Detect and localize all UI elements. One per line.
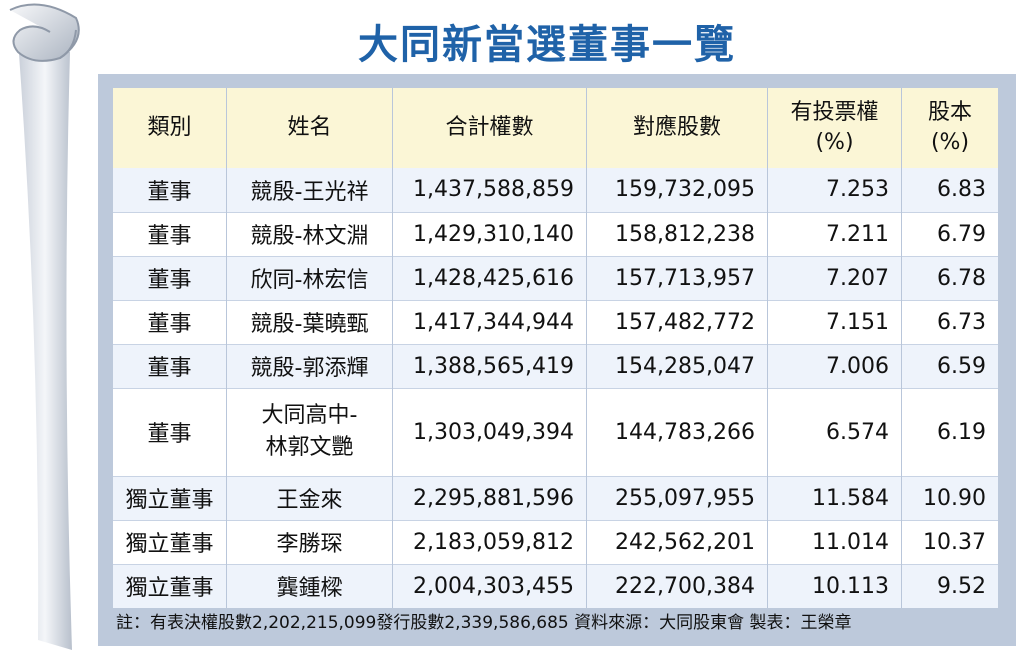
cell-name: 競殷-葉曉甄	[226, 299, 393, 344]
cell-capital-pct: 6.79	[901, 211, 998, 256]
table-row: 董事 競殷-葉曉甄 1,417,344,944 157,482,772 7.15…	[113, 299, 998, 344]
cell-voting-pct: 11.584	[767, 475, 902, 520]
col-header-category: 類別	[113, 88, 227, 168]
cell-name: 競殷-郭添輝	[226, 343, 393, 388]
cell-voting-pct: 7.207	[767, 255, 902, 300]
cell-total-votes: 1,417,344,944	[392, 299, 587, 344]
col-header-name: 姓名	[226, 88, 393, 168]
cell-voting-pct: 10.113	[767, 563, 902, 608]
cell-shares: 154,285,047	[586, 343, 768, 388]
cell-total-votes: 1,388,565,419	[392, 343, 587, 388]
col-header-voting-pct: 有投票權 (%)	[767, 88, 902, 168]
cell-voting-pct: 7.006	[767, 343, 902, 388]
col-header-total-votes: 合計權數	[392, 88, 587, 168]
table-row: 獨立董事 龔鍾樑 2,004,303,455 222,700,384 10.11…	[113, 563, 998, 608]
cell-shares: 144,783,266	[586, 387, 768, 476]
cell-capital-pct: 6.73	[901, 299, 998, 344]
cell-total-votes: 2,004,303,455	[392, 563, 587, 608]
table-row: 董事 競殷-林文淵 1,429,310,140 158,812,238 7.21…	[113, 211, 998, 256]
cell-total-votes: 2,183,059,812	[392, 519, 587, 564]
cell-name: 欣同-林宏信	[226, 255, 393, 300]
cell-name: 競殷-王光祥	[226, 168, 393, 212]
cell-shares: 158,812,238	[586, 211, 768, 256]
col-header-shares: 對應股數	[586, 88, 768, 168]
cell-voting-pct: 7.253	[767, 168, 902, 212]
page-title: 大同新當選董事一覽	[358, 22, 736, 68]
cell-shares: 157,482,772	[586, 299, 768, 344]
table-row: 董事 大同高中- 林郭文艷 1,303,049,394 144,783,266 …	[113, 387, 998, 476]
scroll-decoration	[0, 0, 90, 658]
cell-total-votes: 1,303,049,394	[392, 387, 587, 476]
cell-category: 董事	[113, 387, 227, 476]
cell-total-votes: 2,295,881,596	[392, 475, 587, 520]
cell-capital-pct: 6.59	[901, 343, 998, 388]
cell-capital-pct: 6.78	[901, 255, 998, 300]
cell-name: 競殷-林文淵	[226, 211, 393, 256]
col-header-capital-pct: 股本 (%)	[901, 88, 998, 168]
cell-total-votes: 1,429,310,140	[392, 211, 587, 256]
cell-voting-pct: 6.574	[767, 387, 902, 476]
table-row: 獨立董事 李勝琛 2,183,059,812 242,562,201 11.01…	[113, 519, 998, 564]
cell-category: 董事	[113, 343, 227, 388]
cell-total-votes: 1,437,588,859	[392, 168, 587, 212]
table-row: 董事 欣同-林宏信 1,428,425,616 157,713,957 7.20…	[113, 255, 998, 300]
cell-name: 王金來	[226, 475, 393, 520]
cell-capital-pct: 6.19	[901, 387, 998, 476]
cell-capital-pct: 10.37	[901, 519, 998, 564]
cell-category: 董事	[113, 255, 227, 300]
cell-name: 龔鍾樑	[226, 563, 393, 608]
table-row: 董事 競殷-王光祥 1,437,588,859 159,732,095 7.25…	[113, 168, 998, 212]
cell-category: 董事	[113, 168, 227, 212]
cell-voting-pct: 7.211	[767, 211, 902, 256]
cell-shares: 222,700,384	[586, 563, 768, 608]
footnote: 註：有表決權股數2,202,215,099發行股數2,339,586,685 資…	[116, 613, 852, 633]
cell-shares: 157,713,957	[586, 255, 768, 300]
cell-category: 獨立董事	[113, 475, 227, 520]
cell-capital-pct: 6.83	[901, 168, 998, 212]
cell-voting-pct: 7.151	[767, 299, 902, 344]
table-row: 獨立董事 王金來 2,295,881,596 255,097,955 11.58…	[113, 475, 998, 520]
cell-category: 董事	[113, 211, 227, 256]
cell-capital-pct: 10.90	[901, 475, 998, 520]
table-header-row: 類別 姓名 合計權數 對應股數 有投票權 (%) 股本 (%)	[113, 88, 998, 168]
cell-shares: 242,562,201	[586, 519, 768, 564]
cell-name: 李勝琛	[226, 519, 393, 564]
cell-category: 獨立董事	[113, 563, 227, 608]
cell-voting-pct: 11.014	[767, 519, 902, 564]
cell-shares: 255,097,955	[586, 475, 768, 520]
cell-category: 獨立董事	[113, 519, 227, 564]
cell-capital-pct: 9.52	[901, 563, 998, 608]
directors-table: 類別 姓名 合計權數 對應股數 有投票權 (%) 股本 (%) 董事 競殷-王光…	[113, 88, 998, 608]
cell-total-votes: 1,428,425,616	[392, 255, 587, 300]
cell-name: 大同高中- 林郭文艷	[226, 387, 393, 476]
cell-shares: 159,732,095	[586, 168, 768, 212]
cell-category: 董事	[113, 299, 227, 344]
table-row: 董事 競殷-郭添輝 1,388,565,419 154,285,047 7.00…	[113, 343, 998, 388]
